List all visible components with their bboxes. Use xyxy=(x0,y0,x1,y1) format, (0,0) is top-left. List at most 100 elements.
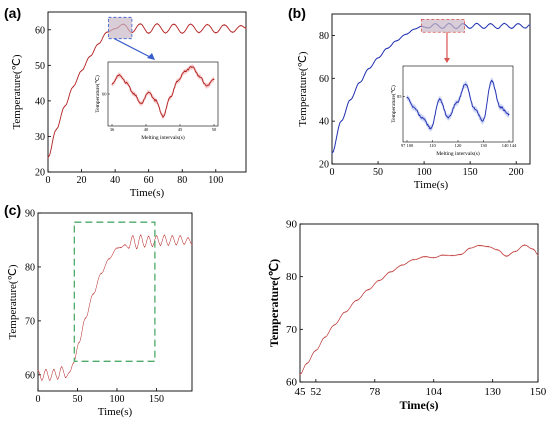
c-right-xtick-label: 104 xyxy=(425,386,442,398)
c-right-point xyxy=(469,247,471,249)
c-right-point xyxy=(487,246,489,248)
b-main-ytick-label: 80 xyxy=(319,31,329,42)
b-main-xtick-label: 150 xyxy=(463,167,478,178)
c-right-point xyxy=(433,257,435,259)
c-left-point xyxy=(37,370,39,371)
a-main-xtick-label: 20 xyxy=(77,175,87,186)
a-main-point xyxy=(223,24,225,26)
c-left-point xyxy=(53,368,55,370)
c-left-point xyxy=(78,342,80,343)
b-inset-xtick-label: 97 100 xyxy=(401,143,414,148)
a-inset-xtick-label: 36 xyxy=(110,127,115,132)
b-inset-xtick-label: 120 xyxy=(455,143,463,148)
b-arrow-head xyxy=(443,58,450,63)
c-left-xtick-label: 100 xyxy=(109,394,124,405)
a-inset-point xyxy=(169,96,171,98)
b-inset-xtick-label: 140 144 xyxy=(502,143,517,148)
b-main-point xyxy=(524,27,526,29)
c-left-xtick-label: 50 xyxy=(72,394,82,405)
a-arrow xyxy=(114,38,153,59)
a-main-point xyxy=(240,25,242,26)
c-left-point xyxy=(144,246,146,248)
a-main-ytick-label: 30 xyxy=(35,132,45,143)
a-inset-xtick-label: 40 xyxy=(144,127,149,132)
c-right-point xyxy=(533,248,534,250)
panel-label: (a) xyxy=(4,5,21,21)
c-left-point xyxy=(116,247,118,249)
c-left-point xyxy=(84,317,86,319)
b-main-point xyxy=(377,57,379,59)
c-right-xtick-label: 45 xyxy=(295,386,307,398)
b-inset-point xyxy=(473,108,475,110)
b-inset-point xyxy=(447,117,449,119)
a-main-xtick-label: 80 xyxy=(177,175,187,186)
a-main-point xyxy=(72,86,74,88)
c-right-point xyxy=(333,324,335,326)
b-inset-xtick-label: 130 xyxy=(480,143,488,148)
a-main-frame xyxy=(47,11,247,173)
b-main-ytick-label: 20 xyxy=(319,160,329,171)
b-inset-band xyxy=(407,77,509,133)
a-main-line xyxy=(47,23,247,158)
c-left-point xyxy=(124,244,126,246)
c-right-xtick-label: 52 xyxy=(310,386,321,398)
a-inset-point xyxy=(213,79,215,81)
b-inset-point xyxy=(465,83,467,85)
b-main-point xyxy=(396,40,397,42)
a-inset-point xyxy=(133,93,135,95)
b-inset-point xyxy=(491,80,493,82)
a-main-point xyxy=(139,23,141,25)
b-main-point xyxy=(503,22,505,24)
c-left-point xyxy=(183,243,185,245)
b-main-point xyxy=(529,24,531,26)
c-right-xtick-label: 130 xyxy=(484,386,501,398)
b-main-point xyxy=(386,47,388,49)
a-main-point xyxy=(173,23,175,25)
b-main-point xyxy=(517,23,519,25)
a-inset-point xyxy=(140,103,142,105)
c-right-point xyxy=(442,254,444,256)
b-inset-point xyxy=(430,127,432,129)
c-right-xtick-label: 78 xyxy=(369,386,381,398)
c-right-frame xyxy=(299,223,539,383)
a-main-point xyxy=(55,128,57,130)
a-inset-point xyxy=(198,75,200,77)
c-left-point xyxy=(108,258,110,260)
b-inset-ylabel: Temperature(℃) xyxy=(390,85,397,123)
c-right-xlabel: Time(s) xyxy=(399,398,438,412)
c-right-ytick-label: 90 xyxy=(286,219,298,231)
a-inset-point xyxy=(184,71,186,73)
a-main-point xyxy=(165,32,166,34)
a-main-point xyxy=(232,31,234,33)
c-right-point xyxy=(505,255,507,257)
b-inset-point xyxy=(406,97,408,99)
b-inset-point xyxy=(456,102,458,103)
a-inset-ylabel: Temperature(℃) xyxy=(94,75,101,113)
c-right-ylabel: Temperature(℃) xyxy=(267,259,281,347)
a-main-xtick-label: 60 xyxy=(144,175,154,186)
a-inset-xtick-label: 50 xyxy=(212,127,217,132)
a-main-point xyxy=(215,32,217,34)
c-left-ytick-label: 70 xyxy=(25,316,35,327)
a-main-ytick-label: 50 xyxy=(35,61,45,72)
c-right-point xyxy=(478,245,480,247)
c-left-point xyxy=(65,377,67,378)
c-left-ylabel: Temperature(℃) xyxy=(7,264,19,339)
c-right-point xyxy=(367,289,369,291)
a-main-point xyxy=(156,23,158,25)
b-main-xtick-label: 0 xyxy=(330,167,335,178)
a-main-point xyxy=(106,31,108,33)
a-main-ytick-label: 20 xyxy=(35,168,45,179)
b-main-point xyxy=(497,28,499,30)
c-left-point xyxy=(163,234,165,236)
a-inset-point xyxy=(118,74,120,76)
b-inset-xtick-label: 110 xyxy=(429,143,436,148)
panel-label: (c) xyxy=(4,202,21,218)
c-left-point xyxy=(132,235,134,237)
c-left-point xyxy=(171,235,173,237)
a-main-xlabel: Time(s) xyxy=(130,187,165,199)
a-inset-point xyxy=(206,85,208,87)
a-main-ytick-label: 40 xyxy=(35,96,45,107)
a-main-point xyxy=(245,27,247,29)
panel-label: (b) xyxy=(288,5,306,21)
